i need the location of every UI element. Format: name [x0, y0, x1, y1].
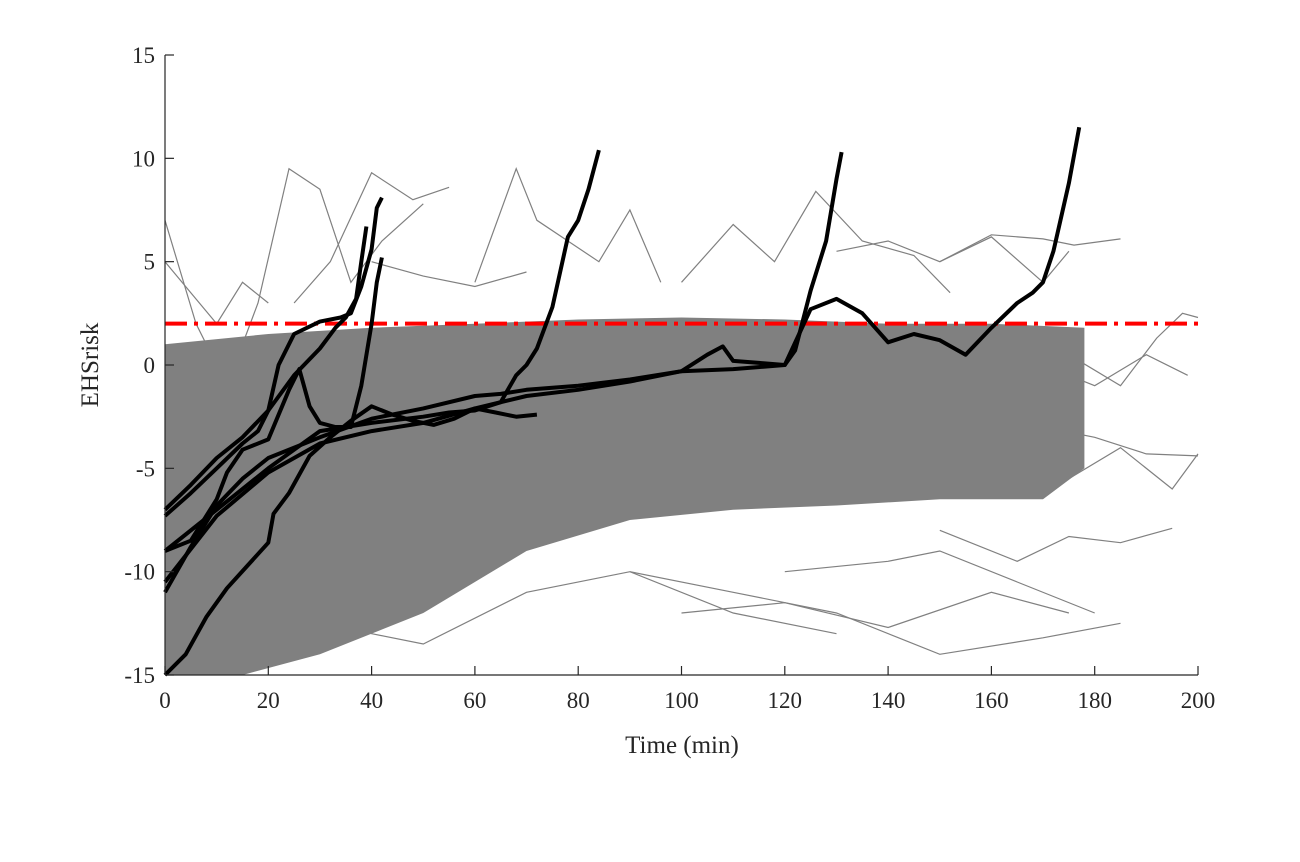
- background-series-line: [681, 591, 1070, 629]
- background-series-line: [1068, 312, 1199, 387]
- y-tick-label: 15: [132, 43, 155, 68]
- y-tick-label: 10: [132, 146, 155, 171]
- background-series-line: [293, 171, 450, 304]
- x-axis-label: Time (min): [625, 732, 739, 759]
- x-tick-label: 120: [768, 688, 803, 713]
- background-series-band: [165, 317, 1085, 675]
- x-tick-label: 100: [664, 688, 699, 713]
- x-tick-label: 180: [1077, 688, 1112, 713]
- background-series-line: [939, 527, 1173, 562]
- y-tick-label: -5: [136, 456, 155, 481]
- tick-labels: 0 20 40 60 80 100 120 140 160 180 200 -15 -10 -5 0 5 10 1…: [124, 43, 1215, 713]
- background-series-line: [939, 234, 1121, 263]
- background-series-line: [1042, 354, 1188, 387]
- y-tick-label: -10: [124, 560, 155, 585]
- highlight-series-line: [164, 257, 384, 553]
- x-tick-label: 60: [463, 688, 486, 713]
- x-tick-label: 200: [1181, 688, 1216, 713]
- background-series-line: [216, 571, 837, 645]
- background-series-line: [681, 190, 951, 294]
- background-series-line: [991, 405, 1199, 457]
- axes: [164, 54, 1199, 676]
- x-tick-label: 40: [360, 688, 383, 713]
- x-tick-label: 20: [257, 688, 280, 713]
- background-series-group: [164, 167, 1199, 655]
- y-tick-label: 5: [144, 250, 156, 275]
- background-series-line: [474, 167, 662, 283]
- highlight-series-group: [163, 126, 1082, 677]
- background-series-line: [784, 550, 1095, 614]
- x-tick-label: 140: [871, 688, 906, 713]
- background-series-line: [836, 236, 1070, 284]
- background-series-line: [371, 261, 527, 288]
- x-tick-label: 80: [567, 688, 590, 713]
- background-series-line: [629, 571, 1121, 655]
- background-series-line: [267, 608, 347, 655]
- x-tick-label: 0: [159, 688, 171, 713]
- highlight-series-line: [163, 196, 384, 518]
- highlight-series-line: [163, 404, 538, 677]
- background-series-line: [1016, 436, 1199, 490]
- highlight-series-line: [163, 126, 1082, 594]
- background-band-area: [165, 317, 1085, 675]
- x-tick-label: 160: [974, 688, 1009, 713]
- y-axis-label: EHSrisk: [77, 322, 104, 407]
- y-tick-label: -15: [124, 663, 155, 688]
- y-tick-label: 0: [144, 353, 156, 378]
